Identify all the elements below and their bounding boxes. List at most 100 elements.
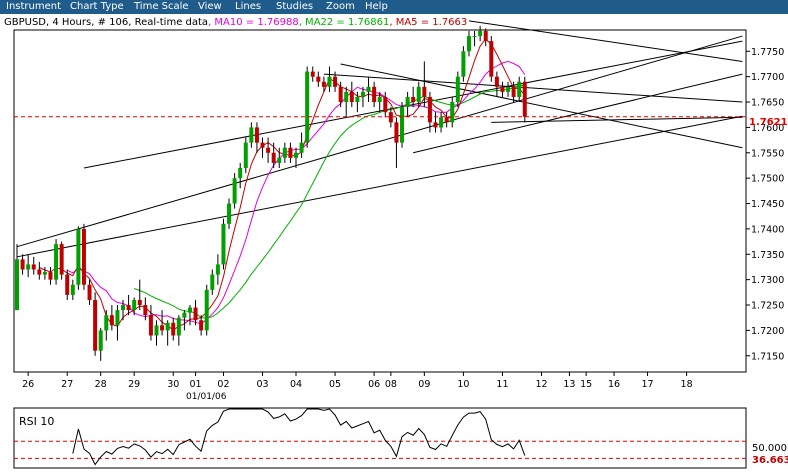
candle-body-56 xyxy=(327,76,332,87)
candle-body-91 xyxy=(522,81,527,117)
trend-lines xyxy=(16,20,743,258)
candle-body-62 xyxy=(360,91,365,97)
candle-body-0 xyxy=(15,259,19,311)
date-tick-label-15: 12 xyxy=(535,379,547,390)
candle-body-84 xyxy=(483,31,488,42)
price-tick-label-4: 1.7550 xyxy=(751,148,784,159)
date-tick-label-12: 09 xyxy=(418,379,430,390)
menu-view[interactable]: View xyxy=(198,1,222,12)
candle-body-2 xyxy=(26,264,31,270)
candle-body-79 xyxy=(455,76,460,103)
header-interval: , 4 Hours xyxy=(46,17,91,28)
candle-body-4 xyxy=(37,269,42,275)
candle-body-85 xyxy=(489,41,494,77)
date-tick-label-8: 04 xyxy=(290,379,302,390)
trend-line-3 xyxy=(340,63,743,149)
date-tick-label-17: 15 xyxy=(580,379,592,390)
chart-area: GBPUSD, 4 Hours, # 106, Real-time data, … xyxy=(0,14,788,473)
menu-instrument[interactable]: Instrument xyxy=(6,1,62,12)
candle-body-23 xyxy=(143,305,148,316)
candle-body-28 xyxy=(171,322,176,336)
date-tick-label-19: 17 xyxy=(641,379,653,390)
candle-body-73 xyxy=(422,86,427,97)
candle-body-37 xyxy=(221,223,226,265)
candle-body-36 xyxy=(215,264,220,275)
price-tick-label-1: 1.7700 xyxy=(751,72,784,83)
date-tick-label-11: 08 xyxy=(385,379,397,390)
candle-body-50 xyxy=(294,152,298,158)
candle-body-78 xyxy=(450,102,455,123)
rsi-title: RSI 10 xyxy=(19,415,54,428)
candle-body-72 xyxy=(416,86,421,103)
trend-line-6 xyxy=(413,73,743,154)
date-axis: 26 27 28 29 30 01 02 03 04 05 06 08 09 10 11 12 13 15 16 17… xyxy=(22,372,693,390)
candle-body-90 xyxy=(517,81,522,97)
candle-body-32 xyxy=(193,307,198,321)
header-bars: , # 106 xyxy=(91,17,128,28)
current-price-label: 1.7621 xyxy=(749,117,788,128)
ma5-line xyxy=(39,38,526,331)
price-tick-label-12: 1.7150 xyxy=(751,351,784,362)
trend-line-5 xyxy=(468,20,743,62)
rsi-level-current: 36.663 xyxy=(752,455,788,466)
menu-zoom[interactable]: Zoom xyxy=(326,1,355,12)
candle-body-75 xyxy=(433,122,438,128)
date-tick-label-1: 27 xyxy=(61,379,73,390)
menu-lines[interactable]: Lines xyxy=(235,1,262,12)
candle-body-31 xyxy=(187,307,192,313)
candle-body-24 xyxy=(148,315,153,336)
price-tick-label-3: 1.7600 xyxy=(751,123,784,134)
candle-body-43 xyxy=(254,127,259,143)
candle-body-25 xyxy=(154,325,159,336)
rsi-path xyxy=(72,408,526,466)
menu-help[interactable]: Help xyxy=(365,1,388,12)
candle-body-35 xyxy=(210,274,215,290)
price-tick-label-6: 1.7450 xyxy=(751,199,784,210)
candle-body-11 xyxy=(76,228,81,285)
candle-body-30 xyxy=(182,312,187,318)
candle-body-68 xyxy=(394,122,399,143)
date-tick-label-5: 01 xyxy=(190,379,202,390)
candle-body-13 xyxy=(87,284,92,300)
trend-line-4 xyxy=(323,73,743,103)
candle-body-52 xyxy=(305,71,310,143)
candle-body-3 xyxy=(31,264,36,270)
candle-body-26 xyxy=(160,325,165,331)
candle-body-7 xyxy=(54,244,59,280)
candle-body-71 xyxy=(411,96,416,103)
candles xyxy=(15,25,527,361)
candle-body-60 xyxy=(349,91,354,103)
candle-body-88 xyxy=(506,86,511,92)
candle-body-74 xyxy=(427,96,432,123)
candle-body-14 xyxy=(93,299,98,351)
candle-body-29 xyxy=(176,317,181,336)
menu-time-scale[interactable]: Time Scale xyxy=(134,1,189,12)
price-tick-label-9: 1.7300 xyxy=(751,275,784,286)
price-tick-label-2: 1.7650 xyxy=(751,98,784,109)
trend-line-2 xyxy=(16,115,743,258)
candle-body-21 xyxy=(132,299,137,311)
candle-body-49 xyxy=(288,147,293,158)
date-tick-label-7: 03 xyxy=(256,379,268,390)
candle-body-17 xyxy=(109,315,114,326)
candle-body-45 xyxy=(266,147,271,153)
trend-line-0 xyxy=(16,35,743,248)
price-chart[interactable]: GBPUSD, 4 Hours, # 106, Real-time data, … xyxy=(0,14,788,473)
candle-body-86 xyxy=(494,76,499,87)
candle-body-33 xyxy=(199,320,204,331)
date-tick-label-18: 16 xyxy=(608,379,620,390)
candle-body-58 xyxy=(338,86,343,103)
candle-body-70 xyxy=(405,96,410,108)
candle-body-65 xyxy=(377,96,382,103)
candle-body-46 xyxy=(271,152,276,163)
menu-studies[interactable]: Studies xyxy=(276,1,314,12)
candle-body-41 xyxy=(243,142,248,169)
candle-body-22 xyxy=(137,299,142,306)
header-ma10: , MA10 = 1.76988 xyxy=(208,17,299,28)
candle-body-18 xyxy=(115,310,120,326)
menu-chart-type[interactable]: Chart Type xyxy=(70,1,124,12)
price-tick-label-7: 1.7400 xyxy=(751,224,784,235)
price-tick-label-5: 1.7500 xyxy=(751,174,784,185)
candle-body-20 xyxy=(126,305,131,311)
candle-body-47 xyxy=(277,157,282,163)
